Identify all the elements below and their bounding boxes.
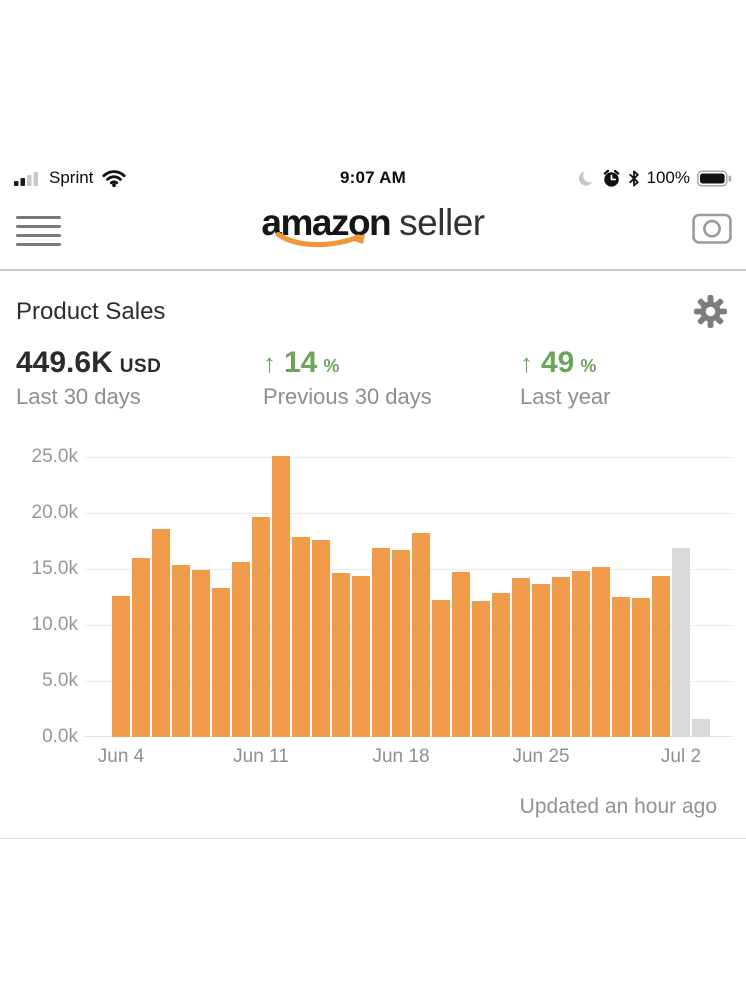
last-year-caption: Last year xyxy=(520,384,611,409)
chart-bar-jun-6[interactable] xyxy=(152,529,170,737)
alarm-clock-icon xyxy=(603,169,619,187)
up-arrow-icon: ↑ xyxy=(263,348,276,378)
sales-bar-chart: 25.0k 20.0k 15.0k 10.0k 5.0k 0.0k Jun 4 Jun 11… xyxy=(0,445,746,775)
hamburger-menu-button[interactable] xyxy=(16,216,61,246)
x-axis-tick-label: Jun 4 xyxy=(97,746,145,767)
chart-bar-jun-28[interactable] xyxy=(592,567,610,737)
chart-bar-jun-9[interactable] xyxy=(212,588,230,737)
chart-bar-jun-5[interactable] xyxy=(132,558,150,737)
chart-bar-jun-7[interactable] xyxy=(172,565,190,737)
percent-sign: % xyxy=(580,356,597,376)
chart-bar-jun-24[interactable] xyxy=(512,578,530,737)
total-sales-value: 449.6K xyxy=(16,346,113,379)
percent-sign: % xyxy=(323,356,340,376)
chart-bar-jun-22[interactable] xyxy=(472,601,490,737)
chart-gridline xyxy=(85,457,733,458)
amazon-seller-logo: amazon seller xyxy=(261,202,485,248)
chart-bar-jun-26[interactable] xyxy=(552,577,570,737)
chart-gridline xyxy=(85,513,733,514)
chart-bar-jul-2[interactable] xyxy=(672,548,690,737)
y-axis-tick-label: 25.0k xyxy=(31,446,78,467)
chart-bar-jun-4[interactable] xyxy=(112,596,130,737)
stat-vs-previous-30-days: ↑ 14 % Previous 30 days xyxy=(263,346,432,410)
section-divider xyxy=(0,838,746,839)
previous-30-days-percent: 14 xyxy=(284,346,318,379)
chart-y-axis: 25.0k 20.0k 15.0k 10.0k 5.0k 0.0k xyxy=(0,445,78,747)
battery-icon xyxy=(697,170,732,186)
y-axis-tick-label: 5.0k xyxy=(42,670,78,691)
moon-icon xyxy=(578,169,595,186)
battery-percent-label: 100% xyxy=(646,168,690,187)
y-axis-tick-label: 20.0k xyxy=(31,502,78,523)
chart-bar-jun-13[interactable] xyxy=(292,537,310,737)
chart-bar-jun-29[interactable] xyxy=(612,597,630,737)
total-sales-unit: USD xyxy=(119,356,162,377)
chart-plot xyxy=(85,445,733,737)
app-header: amazon seller xyxy=(0,200,746,262)
chart-bar-jun-21[interactable] xyxy=(452,572,470,737)
y-axis-tick-label: 10.0k xyxy=(31,614,78,635)
chart-bar-jun-14[interactable] xyxy=(312,540,330,737)
chart-bar-jun-23[interactable] xyxy=(492,593,510,737)
chart-bar-jun-11[interactable] xyxy=(252,517,270,737)
logo-seller-text: seller xyxy=(399,202,485,243)
chart-bar-jun-15[interactable] xyxy=(332,573,350,737)
x-axis-tick-label: Jun 18 xyxy=(372,746,430,767)
chart-bar-jul-1[interactable] xyxy=(652,576,670,737)
page-title: Product Sales xyxy=(16,298,166,325)
settings-gear-button[interactable] xyxy=(693,294,728,334)
total-sales-caption: Last 30 days xyxy=(16,384,141,409)
chart-bar-jun-25[interactable] xyxy=(532,584,550,737)
chart-bar-jun-30[interactable] xyxy=(632,598,650,737)
camera-button[interactable] xyxy=(692,210,732,250)
stat-vs-last-year: ↑ 49 % Last year xyxy=(520,346,611,410)
x-axis-tick-label: Jun 25 xyxy=(512,746,570,767)
chart-bar-jun-27[interactable] xyxy=(572,571,590,737)
signal-strength-icon xyxy=(14,172,38,186)
chart-bar-jun-16[interactable] xyxy=(352,576,370,737)
updated-timestamp: Updated an hour ago xyxy=(519,795,717,818)
header-divider xyxy=(0,269,746,271)
status-bar-left: Sprint xyxy=(14,168,127,188)
x-axis-tick-label: Jul 2 xyxy=(660,746,702,767)
chart-bar-jun-8[interactable] xyxy=(192,570,210,737)
chart-bar-jun-17[interactable] xyxy=(372,548,390,737)
chart-bar-jul-3[interactable] xyxy=(692,719,710,737)
chart-bar-jun-10[interactable] xyxy=(232,562,250,737)
status-bar-right: 100% xyxy=(578,168,732,188)
chart-bar-jun-18[interactable] xyxy=(392,550,410,737)
gear-icon xyxy=(693,294,728,329)
chart-bar-jun-19[interactable] xyxy=(412,533,430,737)
chart-bar-jun-20[interactable] xyxy=(432,600,450,737)
stat-total-sales: 449.6K USD Last 30 days xyxy=(16,346,161,410)
last-year-percent: 49 xyxy=(541,346,575,379)
y-axis-tick-label: 15.0k xyxy=(31,558,78,579)
bluetooth-icon xyxy=(628,170,639,186)
y-axis-tick-label: 0.0k xyxy=(42,726,78,747)
wifi-icon xyxy=(102,170,127,187)
up-arrow-icon: ↑ xyxy=(520,348,533,378)
carrier-label: Sprint xyxy=(49,168,94,187)
amazon-smile-icon xyxy=(275,231,366,248)
clock-label: 9:07 AM xyxy=(340,168,406,187)
x-axis-tick-label: Jun 11 xyxy=(233,746,289,767)
previous-30-days-caption: Previous 30 days xyxy=(263,384,432,409)
chart-x-axis: Jun 4 Jun 11 Jun 18 Jun 25 Jul 2 xyxy=(85,746,733,772)
camera-icon xyxy=(692,213,732,244)
status-bar: Sprint 9:07 AM 100% xyxy=(0,160,746,196)
chart-bar-jun-12[interactable] xyxy=(272,456,290,737)
